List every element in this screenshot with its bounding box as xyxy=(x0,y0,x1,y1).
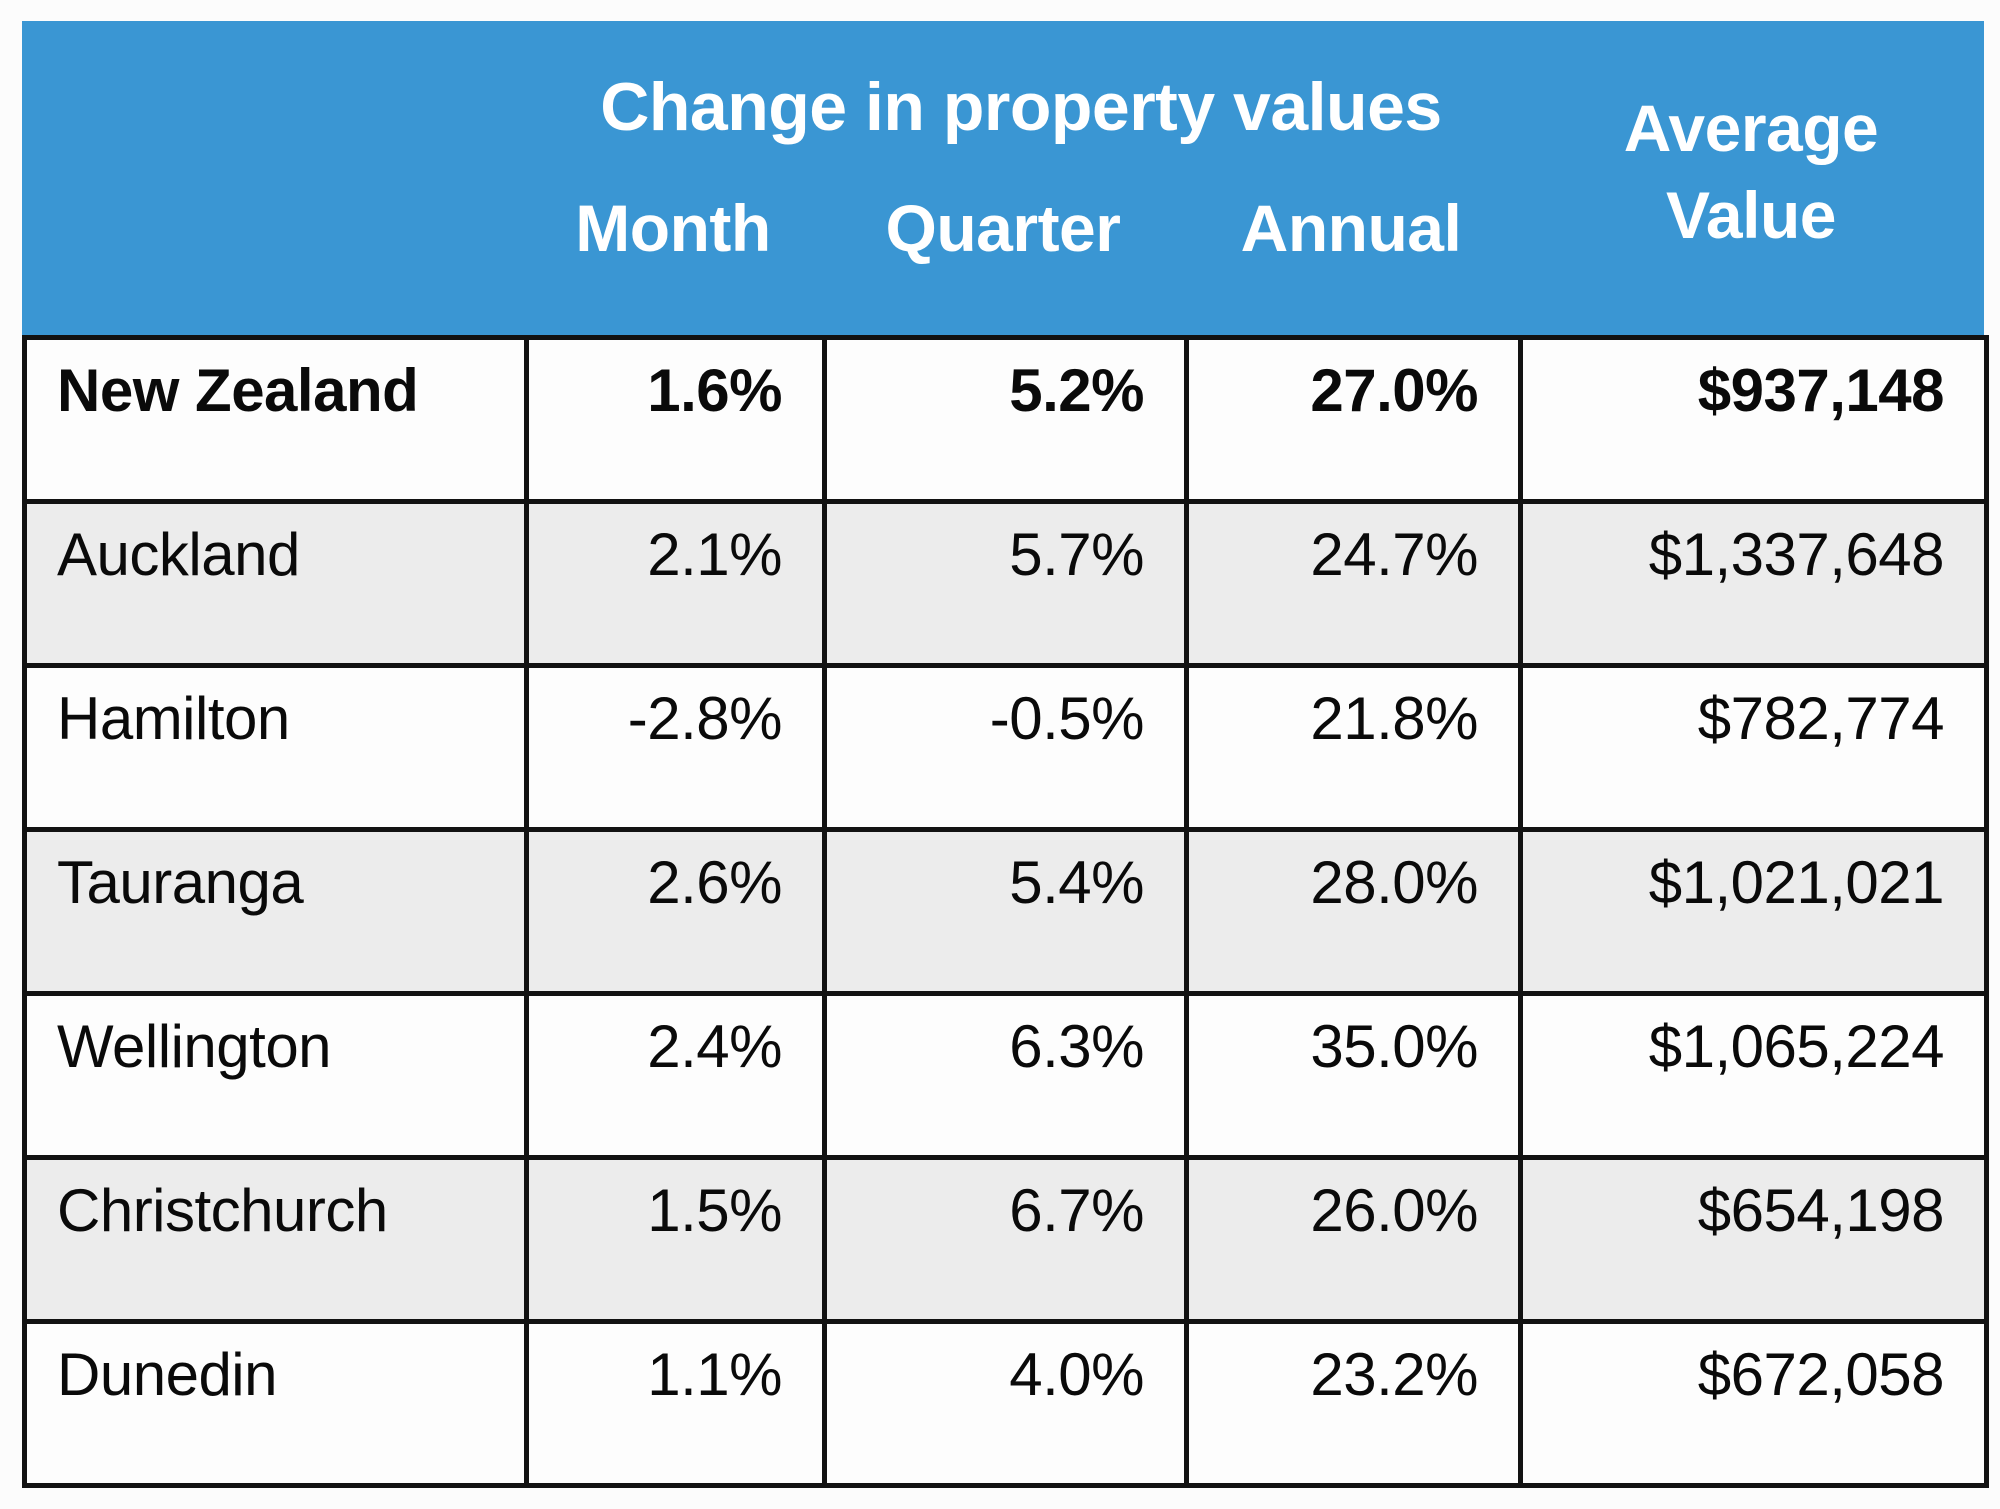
region-cell: Wellington xyxy=(22,991,529,1160)
quarter-cell: 6.7% xyxy=(822,1155,1189,1324)
header-change-group: Change in property values Month Quarter … xyxy=(524,21,1518,335)
month-cell: 1.6% xyxy=(524,335,827,504)
table-row-tauranga: Tauranga 2.6% 5.4% 28.0% $1,021,021 xyxy=(22,827,1989,996)
region-cell: Tauranga xyxy=(22,827,529,996)
region-cell: New Zealand xyxy=(22,335,529,504)
property-values-table: Change in property values Month Quarter … xyxy=(22,21,1989,1488)
data-table: New Zealand 1.6% 5.2% 27.0% $937,148 Auc… xyxy=(22,335,1989,1488)
table-row-dunedin: Dunedin 1.1% 4.0% 23.2% $672,058 xyxy=(22,1319,1989,1488)
month-cell: 2.4% xyxy=(524,991,827,1160)
average-value-cell: $1,021,021 xyxy=(1518,827,1989,996)
region-cell: Hamilton xyxy=(22,663,529,832)
header-sub-labels: Month Quarter Annual xyxy=(524,195,1518,261)
table-row-hamilton: Hamilton -2.8% -0.5% 21.8% $782,774 xyxy=(22,663,1989,832)
average-value-cell: $654,198 xyxy=(1518,1155,1989,1324)
column-header-month: Month xyxy=(575,191,771,265)
annual-cell: 24.7% xyxy=(1184,499,1523,668)
average-label-line2: Value xyxy=(1666,178,1836,253)
quarter-cell: -0.5% xyxy=(822,663,1189,832)
header-group-title: Change in property values xyxy=(600,69,1442,145)
quarter-cell: 5.4% xyxy=(822,827,1189,996)
month-cell: -2.8% xyxy=(524,663,827,832)
column-header-annual: Annual xyxy=(1240,191,1462,265)
quarter-cell: 5.7% xyxy=(822,499,1189,668)
month-cell: 2.1% xyxy=(524,499,827,668)
quarter-cell: 4.0% xyxy=(822,1319,1189,1488)
table-row-auckland: Auckland 2.1% 5.7% 24.7% $1,337,648 xyxy=(22,499,1989,668)
month-cell: 2.6% xyxy=(524,827,827,996)
table-header: Change in property values Month Quarter … xyxy=(22,21,1984,335)
average-value-label: Average Value xyxy=(1518,85,1984,259)
annual-cell: 26.0% xyxy=(1184,1155,1523,1324)
table-row-christchurch: Christchurch 1.5% 6.7% 26.0% $654,198 xyxy=(22,1155,1989,1324)
quarter-cell: 6.3% xyxy=(822,991,1189,1160)
region-cell: Auckland xyxy=(22,499,529,668)
average-value-cell: $782,774 xyxy=(1518,663,1989,832)
column-header-quarter: Quarter xyxy=(885,191,1121,265)
region-cell: Christchurch xyxy=(22,1155,529,1324)
average-value-cell: $1,065,224 xyxy=(1518,991,1989,1160)
average-value-cell: $937,148 xyxy=(1518,335,1989,504)
annual-cell: 35.0% xyxy=(1184,991,1523,1160)
average-value-cell: $672,058 xyxy=(1518,1319,1989,1488)
average-label-line1: Average xyxy=(1623,91,1879,165)
column-header-average-value: Average Value xyxy=(1518,21,1984,335)
average-value-cell: $1,337,648 xyxy=(1518,499,1989,668)
table-row-wellington: Wellington 2.4% 6.3% 35.0% $1,065,224 xyxy=(22,991,1989,1160)
month-cell: 1.1% xyxy=(524,1319,827,1488)
month-cell: 1.5% xyxy=(524,1155,827,1324)
region-cell: Dunedin xyxy=(22,1319,529,1488)
annual-cell: 28.0% xyxy=(1184,827,1523,996)
annual-cell: 21.8% xyxy=(1184,663,1523,832)
annual-cell: 27.0% xyxy=(1184,335,1523,504)
header-region-spacer xyxy=(22,21,524,335)
quarter-cell: 5.2% xyxy=(822,335,1189,504)
annual-cell: 23.2% xyxy=(1184,1319,1523,1488)
table-row-new-zealand: New Zealand 1.6% 5.2% 27.0% $937,148 xyxy=(22,335,1989,504)
